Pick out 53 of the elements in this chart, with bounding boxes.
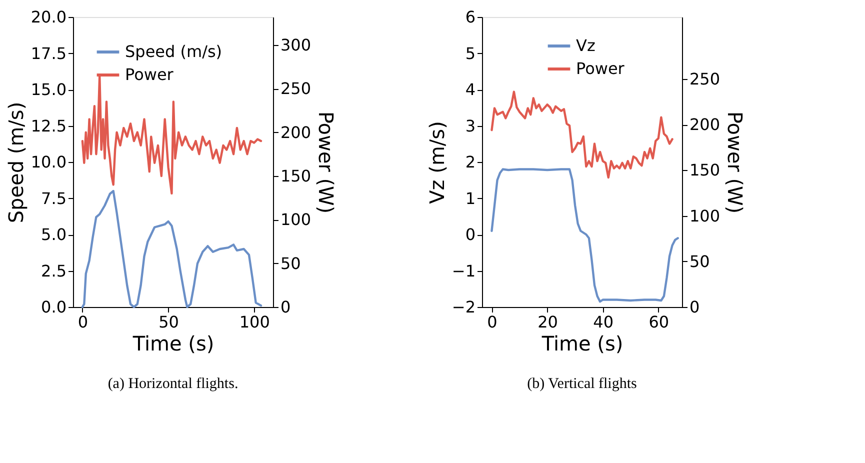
y2-tick-label: 150 xyxy=(690,160,720,180)
x-tick-label: 0 xyxy=(487,312,498,332)
y-tick-label: 0.0 xyxy=(41,298,66,316)
y-tick-label: 12.5 xyxy=(30,116,66,136)
y-tick-label: −2 xyxy=(452,298,476,316)
y2-tick-label: 100 xyxy=(690,206,720,226)
legend-label: Power xyxy=(125,65,174,84)
x-tick-label: 50 xyxy=(158,312,179,332)
y2-tick-label: 100 xyxy=(280,210,312,230)
y2-tick-label: 300 xyxy=(280,35,312,54)
y-tick-label: 6 xyxy=(465,8,476,26)
x-tick-label: 20 xyxy=(538,312,558,332)
y-axis-title: Vz (m/s) xyxy=(424,121,449,204)
x-axis-title: Time (s) xyxy=(132,332,214,356)
y-tick-label: 0 xyxy=(465,225,476,244)
x-tick-label: 0 xyxy=(78,312,88,332)
y-tick-label: 7.5 xyxy=(41,188,66,208)
x-axis-title: Time (s) xyxy=(540,332,624,356)
y-tick-label: 5.0 xyxy=(41,225,66,244)
y-tick-label: 1 xyxy=(465,188,476,208)
y2-tick-label: 50 xyxy=(280,254,301,273)
y-tick-label: 2.5 xyxy=(41,261,66,280)
legend-label: Speed (m/s) xyxy=(125,42,222,61)
text: (b) Vertical flights xyxy=(527,376,638,392)
y2-axis-title: Power (W) xyxy=(314,111,338,214)
y-tick-label: 4 xyxy=(465,80,476,99)
y-tick-label: 2 xyxy=(465,152,476,172)
y2-tick-label: 200 xyxy=(280,122,312,142)
x-tick-label: 40 xyxy=(593,312,614,332)
legend-label: Power xyxy=(576,59,625,78)
y-tick-label: −1 xyxy=(452,261,476,280)
y-tick-label: 10.0 xyxy=(30,152,66,172)
line-series xyxy=(81,190,262,308)
y-tick-label: 5 xyxy=(465,44,476,63)
y2-tick-label: 0 xyxy=(280,298,291,316)
x-tick-label: 100 xyxy=(239,312,270,332)
text: (a) Horizontal flights. xyxy=(108,376,238,392)
y-tick-label: 3 xyxy=(465,116,476,136)
x-tick-label: 60 xyxy=(648,312,670,332)
y-tick-label: 15.0 xyxy=(30,80,66,99)
y2-tick-label: 250 xyxy=(280,79,312,98)
y2-tick-label: 250 xyxy=(690,70,720,89)
legend-label: Vz xyxy=(576,36,596,55)
line-series xyxy=(490,90,674,179)
y-axis-title: Speed (m/s) xyxy=(4,102,28,224)
y2-tick-label: 200 xyxy=(690,115,720,134)
y2-tick-label: 0 xyxy=(690,298,700,316)
y2-axis-title: Power (W) xyxy=(723,111,748,214)
y2-tick-label: 50 xyxy=(690,252,710,271)
line-series xyxy=(490,168,679,303)
y-tick-label: 20.0 xyxy=(30,8,66,26)
y2-tick-label: 150 xyxy=(280,166,312,186)
y-tick-label: 17.5 xyxy=(30,44,66,63)
